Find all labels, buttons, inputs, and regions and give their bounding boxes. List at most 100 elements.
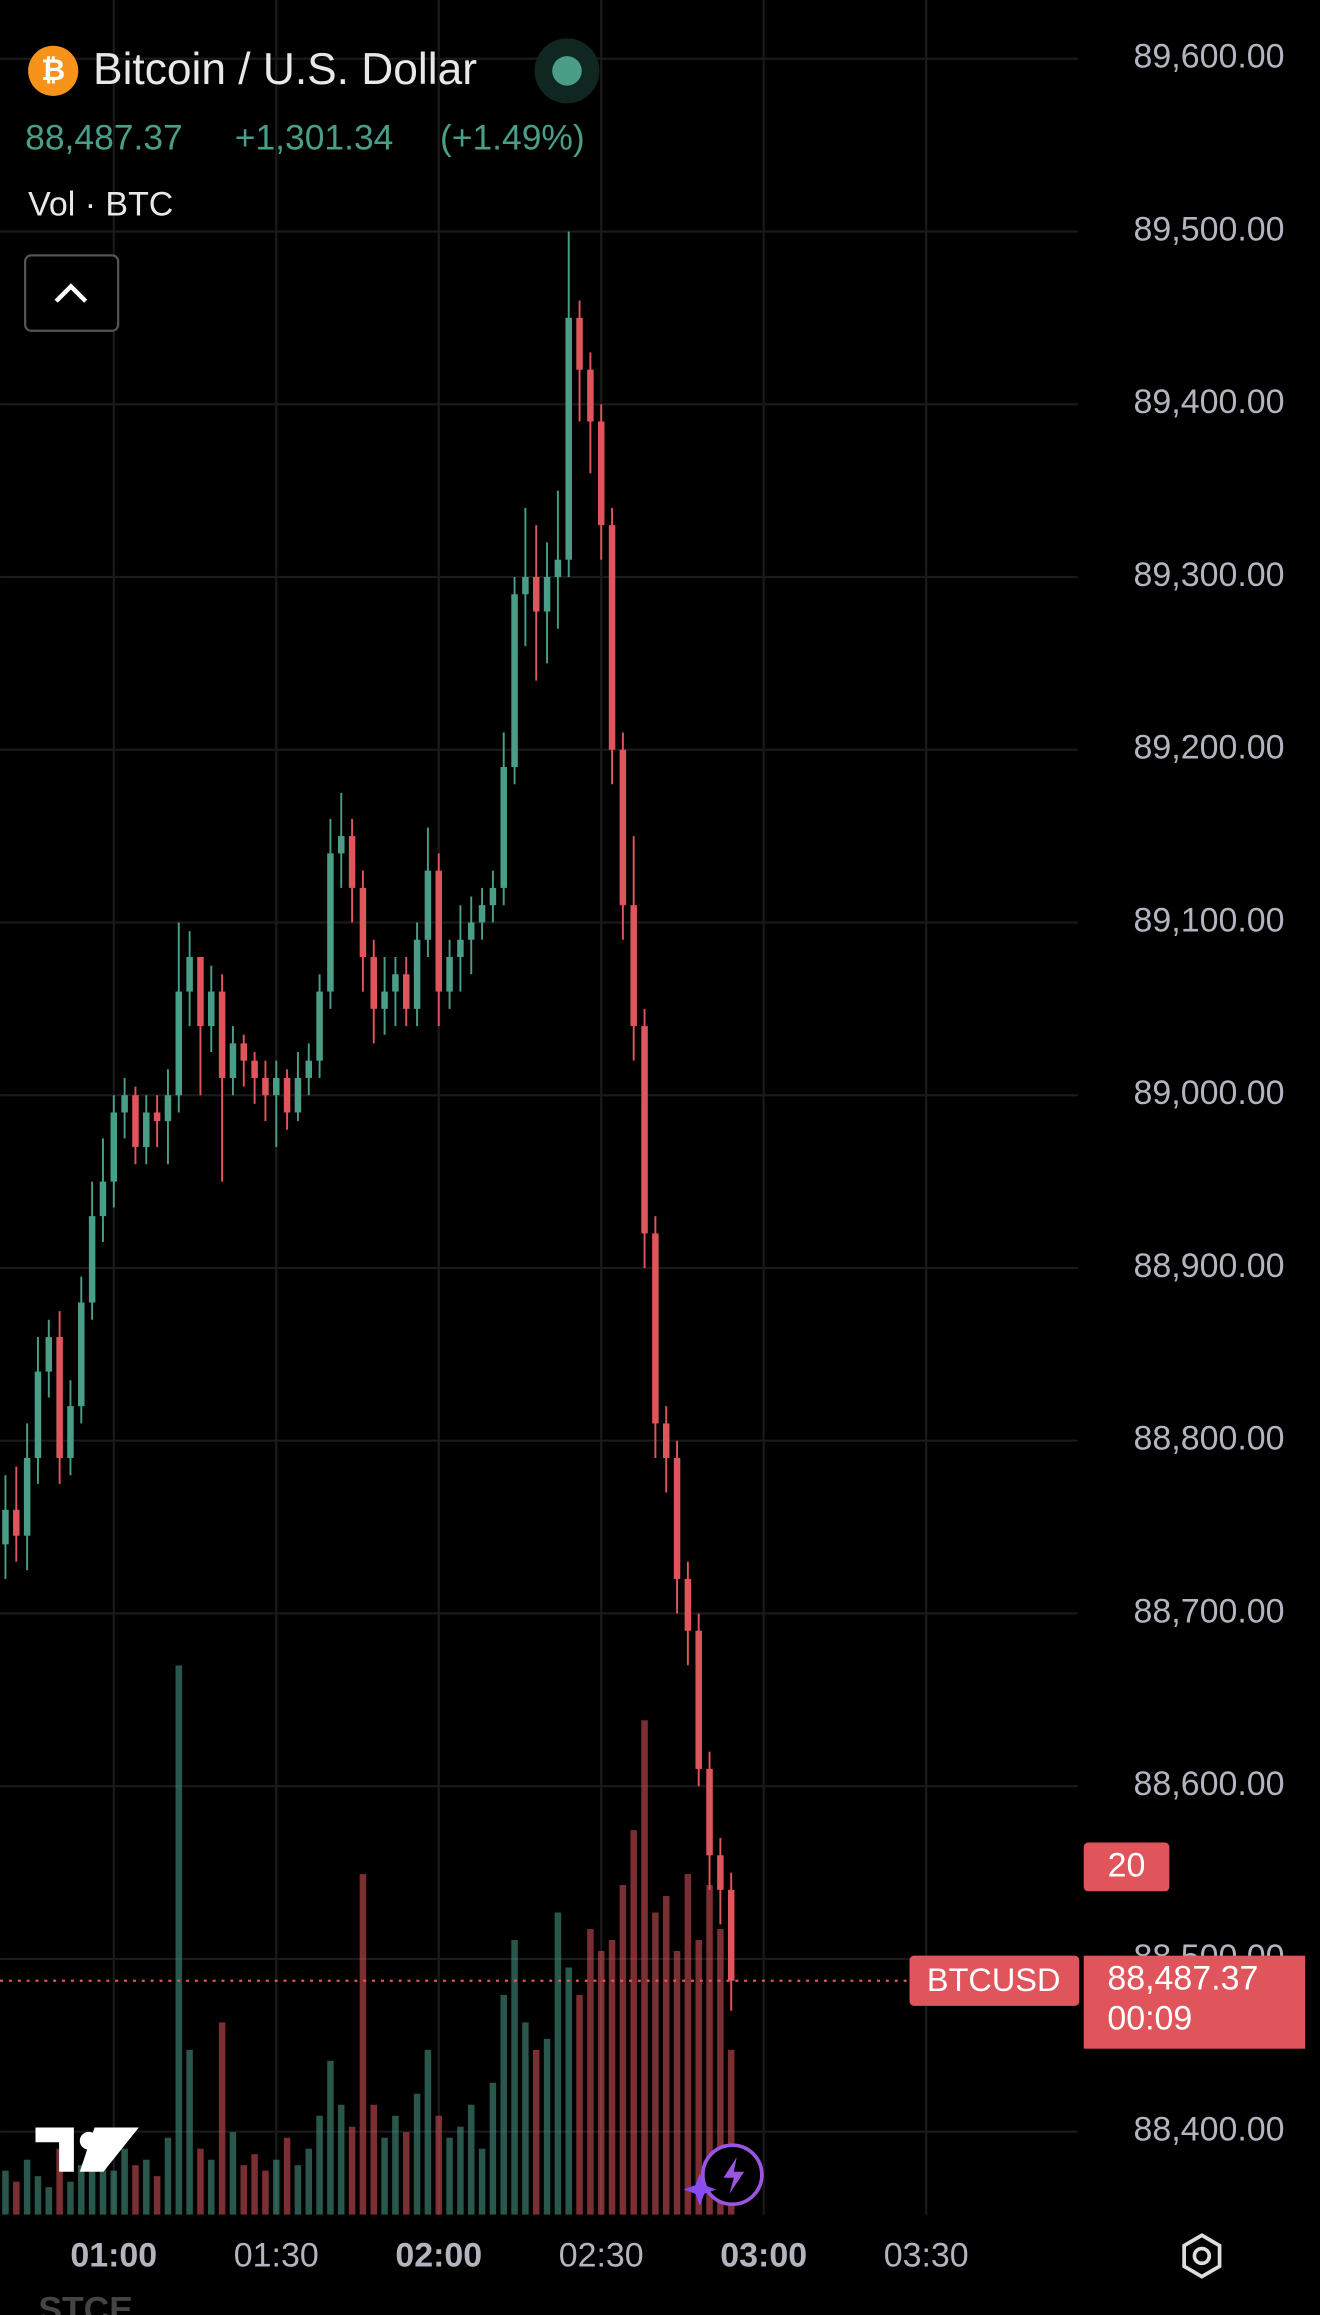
volume-bar bbox=[348, 2126, 356, 2215]
candle-body bbox=[717, 1855, 724, 1890]
y-tick-label: 88,900.00 bbox=[1134, 1247, 1285, 1285]
candle-body bbox=[88, 1216, 96, 1303]
volume-bar bbox=[359, 1874, 367, 2215]
candle-body bbox=[619, 749, 627, 906]
candle-body bbox=[446, 957, 453, 992]
y-tick-label: 89,000.00 bbox=[1134, 1074, 1285, 1112]
x-tick-label: 03:30 bbox=[884, 2236, 969, 2274]
candle-body bbox=[273, 1077, 280, 1096]
candle-body bbox=[132, 1095, 139, 1148]
candle-body bbox=[457, 939, 464, 958]
candle-body bbox=[435, 870, 442, 992]
candle-body bbox=[338, 836, 345, 854]
volume-bar bbox=[435, 2115, 442, 2215]
x-tick-label: 03:00 bbox=[720, 2236, 807, 2274]
volume-bar bbox=[597, 1950, 605, 2215]
candle-body bbox=[576, 317, 583, 370]
volume-bar bbox=[164, 2137, 172, 2215]
candle-body bbox=[121, 1095, 128, 1113]
candle-body bbox=[327, 853, 334, 992]
candle-layer bbox=[2, 231, 735, 2011]
candle-body bbox=[2, 1509, 9, 1545]
candle-body bbox=[175, 991, 183, 1096]
candle-body bbox=[78, 1302, 85, 1407]
candle-body bbox=[608, 525, 616, 750]
volume-bar bbox=[34, 2176, 42, 2215]
volume-bar bbox=[500, 1994, 507, 2215]
volume-bar bbox=[630, 1830, 637, 2215]
symbol-title[interactable]: Bitcoin / U.S. Dollar bbox=[93, 45, 477, 94]
candle-body bbox=[56, 1337, 63, 1458]
volume-bar bbox=[424, 2049, 432, 2215]
volume-bar bbox=[229, 2132, 237, 2215]
volume-bar bbox=[706, 1885, 713, 2215]
candle-body bbox=[359, 887, 367, 958]
badge-box bbox=[1083, 1842, 1170, 1892]
volume-bar bbox=[251, 2154, 258, 2215]
settings-button[interactable] bbox=[1182, 2233, 1222, 2279]
candle-body bbox=[522, 576, 529, 595]
y-tick-label: 88,400.00 bbox=[1134, 2111, 1285, 2149]
volume-bar bbox=[56, 2148, 63, 2215]
volume-bar bbox=[532, 2049, 540, 2215]
candle-body bbox=[402, 974, 410, 1009]
candle-body bbox=[99, 1181, 107, 1217]
candle-body bbox=[218, 991, 226, 1078]
volume-bar bbox=[457, 2126, 464, 2215]
y-tick-label: 89,400.00 bbox=[1134, 383, 1285, 421]
collapse-button[interactable] bbox=[24, 254, 120, 332]
header-change-pct: (+1.49%) bbox=[440, 118, 585, 158]
volume-bar bbox=[175, 1665, 183, 2215]
candle-body bbox=[208, 991, 215, 1027]
symbol-label-box bbox=[909, 1955, 1080, 2006]
volume-bar bbox=[143, 2159, 150, 2215]
volume-bar bbox=[587, 1929, 594, 2215]
volume-bar bbox=[218, 2022, 226, 2215]
volume-bar bbox=[110, 2170, 118, 2215]
volume-bar bbox=[186, 2049, 193, 2215]
candle-body bbox=[240, 1043, 248, 1061]
header-price: 88,487.37 bbox=[25, 118, 183, 158]
volume-bar bbox=[673, 1950, 681, 2215]
volume-bar bbox=[240, 2165, 248, 2215]
bitcoin-glyph: ₿ bbox=[41, 54, 65, 87]
volume-bar bbox=[554, 1912, 562, 2215]
volume-bar bbox=[283, 2137, 291, 2215]
sparkle-icon bbox=[683, 2173, 717, 2206]
candle-body bbox=[110, 1112, 118, 1182]
volume-bar bbox=[2, 2170, 9, 2215]
badge-label: 20 bbox=[1108, 1847, 1146, 1885]
price-label-box bbox=[1083, 1955, 1306, 2049]
candle-body bbox=[489, 887, 497, 906]
symbol-label: BTCUSD bbox=[927, 1962, 1061, 1998]
volume-bar bbox=[45, 2187, 53, 2215]
x-tick-label: 02:30 bbox=[559, 2236, 644, 2274]
lightning-icon bbox=[723, 2157, 745, 2194]
candle-body bbox=[294, 1077, 302, 1113]
volume-bar bbox=[262, 2170, 269, 2215]
tv-logo bbox=[35, 2127, 139, 2172]
y-tick-label: 89,200.00 bbox=[1134, 729, 1285, 767]
volume-bar bbox=[695, 1939, 702, 2215]
volume-indicator[interactable]: Vol · BTC bbox=[28, 186, 173, 224]
candle-body bbox=[662, 1423, 670, 1458]
volume-bar bbox=[511, 1939, 518, 2215]
candle-body bbox=[597, 421, 605, 526]
tv-logo-dot bbox=[79, 2131, 98, 2150]
y-tick-label: 88,800.00 bbox=[1134, 1420, 1285, 1458]
volume-bar bbox=[717, 1929, 724, 2215]
candle-body bbox=[370, 957, 377, 1009]
volume-bar bbox=[608, 1939, 616, 2215]
candle-body bbox=[413, 939, 421, 1009]
volume-bar bbox=[88, 2132, 96, 2215]
candle-body bbox=[283, 1077, 291, 1113]
volume-bar bbox=[662, 1896, 670, 2215]
volume-bar bbox=[327, 2060, 334, 2215]
candle-body bbox=[381, 991, 388, 1009]
volume-bar bbox=[478, 2148, 486, 2215]
bitcoin-icon bbox=[28, 45, 79, 96]
candle-body bbox=[305, 1060, 313, 1078]
candle-body bbox=[153, 1112, 161, 1122]
volume-bar bbox=[489, 2082, 497, 2215]
